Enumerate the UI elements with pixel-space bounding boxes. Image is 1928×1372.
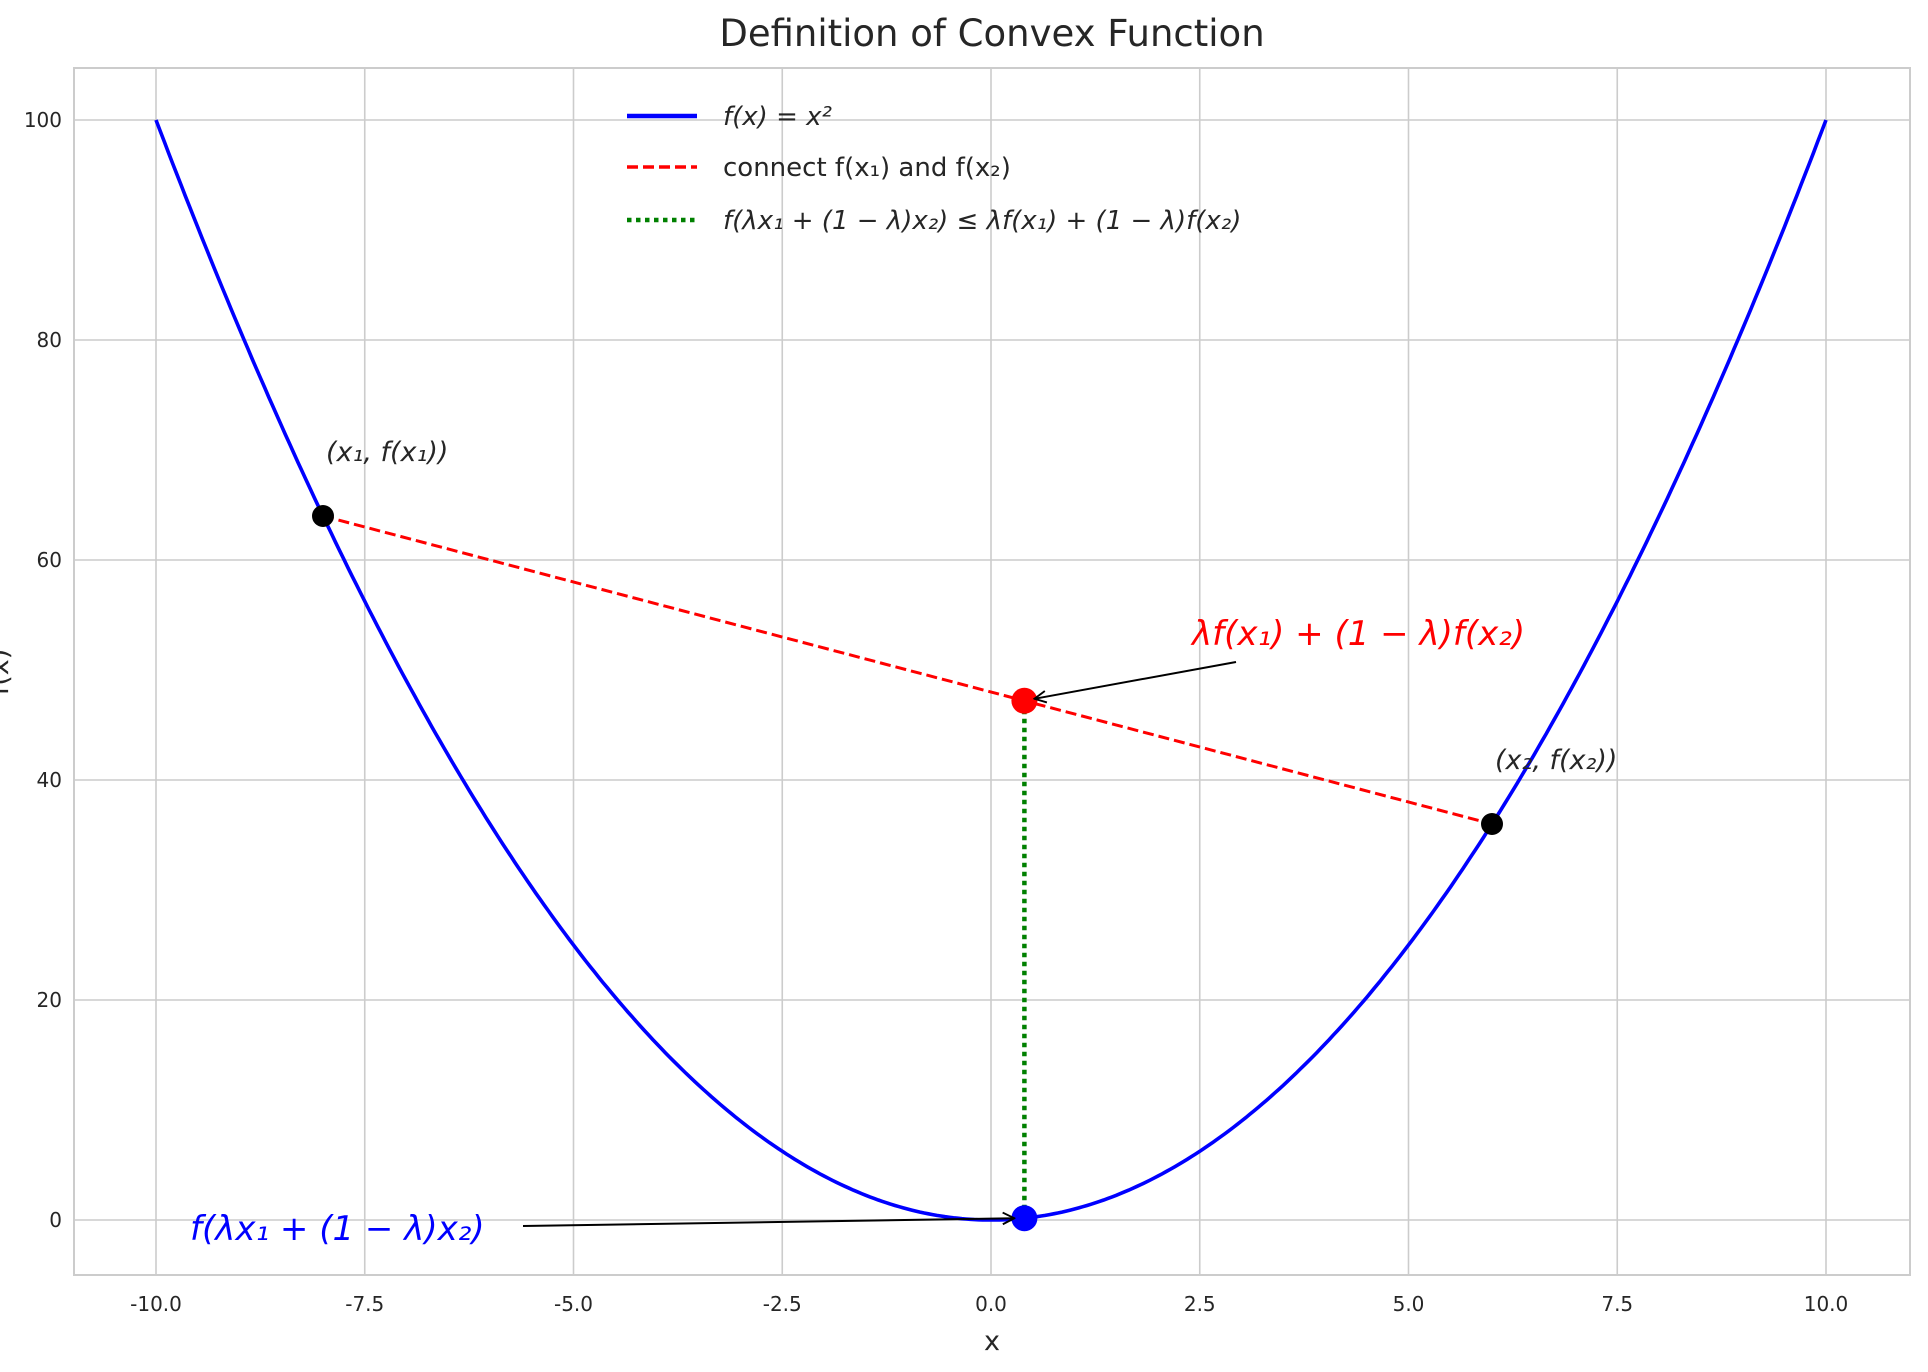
x-tick-label: 2.5 [1184,1292,1216,1316]
y-axis-label: f(x) [0,649,15,696]
legend-label: f(x) = x² [723,102,832,132]
y-tick-label: 20 [37,988,62,1012]
legend: f(x) = x² connect f(x₁) and f(x₂) f(λx₁ + … [627,102,1241,236]
parabola-line [154,119,1828,1222]
point-x2-label: (x₂, f(x₂)) [1495,745,1617,776]
x-tick-label: 7.5 [1601,1292,1633,1316]
y-tick-label: 100 [24,108,62,132]
x-axis-label: x [984,1326,1000,1357]
point-x1-label: (x₁, f(x₁)) [326,437,448,468]
x-tick-label: -10.0 [130,1292,182,1316]
legend-label: f(λx₁ + (1 − λ)x₂) ≤ λf(x₁) + (1 − λ)f(x… [723,206,1241,236]
y-tick-label: 40 [37,768,62,792]
tick-labels: -10.0 -7.5 -5.0 -2.5 0.0 2.5 5.0 7.5 10.0 0 20 40 60… [24,108,1848,1316]
point-x1 [312,505,334,527]
x-tick-label: -2.5 [763,1292,802,1316]
x-tick-label: 5.0 [1393,1292,1425,1316]
y-tick-label: 60 [37,548,62,572]
annotations: (x₁, f(x₁)) (x₂, f(x₂)) λf(x₁) + (1 − λ)f(… [190,437,1617,1249]
x-tick-label: 0.0 [975,1292,1007,1316]
chord-annotation-label: λf(x₁) + (1 − λ)f(x₂) [1190,614,1525,654]
legend-label: connect f(x₁) and f(x₂) [723,153,1011,183]
x-tick-label: 10.0 [1804,1292,1849,1316]
y-tick-label: 0 [49,1208,62,1232]
series [154,119,1828,1232]
x-tick-label: -7.5 [345,1292,384,1316]
x-tick-label: -5.0 [554,1292,593,1316]
plot-area [73,67,1911,1276]
point-x2 [1481,813,1503,835]
chord-annotation-arrow [1034,661,1237,699]
point-chord [1011,687,1038,714]
curve-annotation-label: f(λx₁ + (1 − λ)x₂) [190,1209,485,1249]
grid [74,68,1910,1275]
point-curve [1011,1205,1038,1232]
curve-annotation-arrow [522,1218,1014,1227]
chart-title: Definition of Convex Function [719,12,1264,55]
y-tick-label: 80 [37,328,62,352]
chord-line [322,514,1493,826]
